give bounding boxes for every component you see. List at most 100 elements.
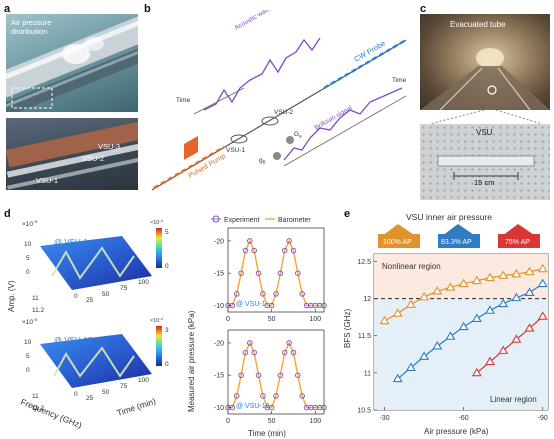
d-bot-exp-point — [268, 404, 275, 411]
e-title: VSU inner air pressure — [406, 212, 492, 222]
d-top-exp-point — [233, 291, 240, 297]
e-point — [537, 263, 548, 273]
d-bot-exp-point — [290, 349, 297, 356]
d-bot-cbar-3: 3 — [165, 327, 169, 334]
panel-b-schematic: Ga gB Acoustic wave envelope (fast part)… — [151, 10, 407, 191]
e-ytick: 12.5 — [357, 259, 371, 266]
e-point — [419, 292, 430, 301]
d-bot-title: @ VSU-12 — [54, 336, 93, 345]
d-top-exp-point — [268, 302, 275, 309]
d-bot-exp-point — [321, 404, 327, 411]
d-bot-x3: 75 — [120, 383, 128, 390]
e-xtick: -30 — [379, 415, 389, 422]
d-bot-exp-point — [273, 393, 279, 399]
d-bot-exp-point — [251, 349, 257, 356]
zoom-lines — [429, 110, 543, 124]
vsu2-b-label: VSU-2 — [274, 109, 294, 116]
d-bot-exp-point — [286, 340, 292, 346]
panel-label-c: c — [420, 3, 427, 15]
d-top-title: @ VSU-1 — [54, 238, 88, 247]
e-ylabel: BFS (GHz) — [343, 309, 352, 348]
badge-100-label: 100% AP — [383, 239, 412, 246]
e-point — [405, 362, 416, 372]
d-top-ytick: -15 — [214, 271, 224, 278]
d-bot-y0: 11 — [32, 393, 39, 400]
d-top-annot: @ VSU-1 — [236, 301, 266, 308]
d-top-exp-point — [295, 270, 301, 276]
d-top-z1: 5 — [26, 255, 30, 262]
d-top-exp-point — [321, 302, 327, 309]
pump-dashes — [153, 145, 225, 190]
d-top-surface — [40, 236, 152, 290]
e-point — [471, 367, 482, 377]
d-bot-xtick: 50 — [268, 418, 276, 425]
d-top-x3: 75 — [120, 285, 128, 292]
badge-100: 100% AP — [378, 224, 420, 248]
d-bot-ytick: -15 — [214, 373, 224, 380]
d-time-label: Time (min) — [116, 396, 158, 418]
d-top-x2: 50 — [102, 291, 110, 298]
e-point — [432, 341, 443, 350]
d-bot-frame — [227, 329, 325, 415]
d-bot-x1: 25 — [86, 395, 94, 402]
d-bot-exp-point — [242, 349, 249, 356]
d-bot-x4: 100 — [138, 377, 149, 384]
d-top-exp-point — [286, 238, 292, 244]
e-point — [511, 292, 522, 302]
e-point — [392, 308, 403, 317]
e-xlabel: Air pressure (kPa) — [424, 427, 489, 436]
d-bot-exp-point — [260, 393, 266, 399]
d-bot-exp-point — [255, 372, 262, 378]
gb-label: gB — [259, 157, 266, 165]
d-top-exp-point — [242, 247, 249, 254]
e-point — [498, 270, 509, 279]
badge-83: 83.3% AP — [438, 224, 480, 248]
d-top-exp-point — [290, 247, 297, 254]
vsu2-label: VSU-2 — [82, 154, 105, 163]
panel-e-chart: VSU inner air pressure 100% AP 83.3% AP … — [343, 212, 549, 436]
e-ytick: 10.5 — [357, 408, 371, 415]
d-top-x0: 0 — [74, 293, 78, 300]
d-top-x1: 25 — [86, 297, 94, 304]
d-top-exp-point — [255, 270, 262, 276]
e-point — [471, 313, 482, 322]
e-xtick: -60 — [459, 415, 469, 422]
panel-label-d: d — [4, 208, 11, 220]
e-point — [524, 323, 535, 332]
e-point — [471, 275, 482, 285]
vsu2-cylinder — [261, 116, 279, 126]
panel-d-linecharts: Experiment Barometer -20-15-100 50 100 -20… — [187, 215, 327, 438]
panel-a-photo-bottom: VSU-3 VSU-2 VSU-1 — [6, 118, 138, 190]
d-bot-xtick: 100 — [309, 418, 321, 425]
d-bot-exp-point — [238, 372, 244, 378]
d-bot-z2: 0 — [26, 367, 30, 374]
panel-a-photo-top: Air pressure distribution — [6, 14, 138, 112]
d-top-frame — [227, 227, 325, 313]
panel-c-vsu-photo: VSU 15 cm — [420, 124, 550, 200]
d-bot-ytick: -10 — [214, 405, 224, 412]
e-point — [379, 315, 390, 325]
d-bot-barometer-line — [228, 341, 324, 409]
d-top-cbar-5: 5 — [165, 229, 169, 236]
d-bot-annot: @ VSU-12 — [236, 403, 270, 410]
evacuated-tube-label: Evacuated tube — [450, 20, 506, 29]
e-point — [432, 286, 443, 295]
d-bot-surface — [40, 334, 152, 388]
vsu1-b-label: VSU-1 — [226, 147, 246, 154]
d-bot-exp-point — [281, 349, 288, 356]
fiber-tray-drawing — [6, 118, 138, 190]
d-top-barometer-line — [228, 239, 324, 307]
vsu-tube-drawing — [437, 155, 535, 180]
d-freq-label: Frequency (GHz) — [19, 397, 83, 431]
vsu1-label: VSU-1 — [36, 176, 59, 185]
ga-label: Ga — [294, 131, 302, 139]
panel-d-surfaces: ×10-4 @ VSU-1 10 5 0 11 11.2 0 25 50 75 … — [7, 218, 169, 431]
e-point — [445, 331, 456, 340]
d-amp-label: Amp. (V) — [7, 280, 16, 312]
gb-node — [273, 152, 281, 160]
d-bot-colorbar — [156, 326, 162, 366]
d-top-colorbar — [156, 228, 162, 268]
d-bot-exp-point — [247, 340, 253, 346]
panel-label-b: b — [144, 3, 151, 15]
legend-baro-label: Barometer — [278, 217, 311, 224]
